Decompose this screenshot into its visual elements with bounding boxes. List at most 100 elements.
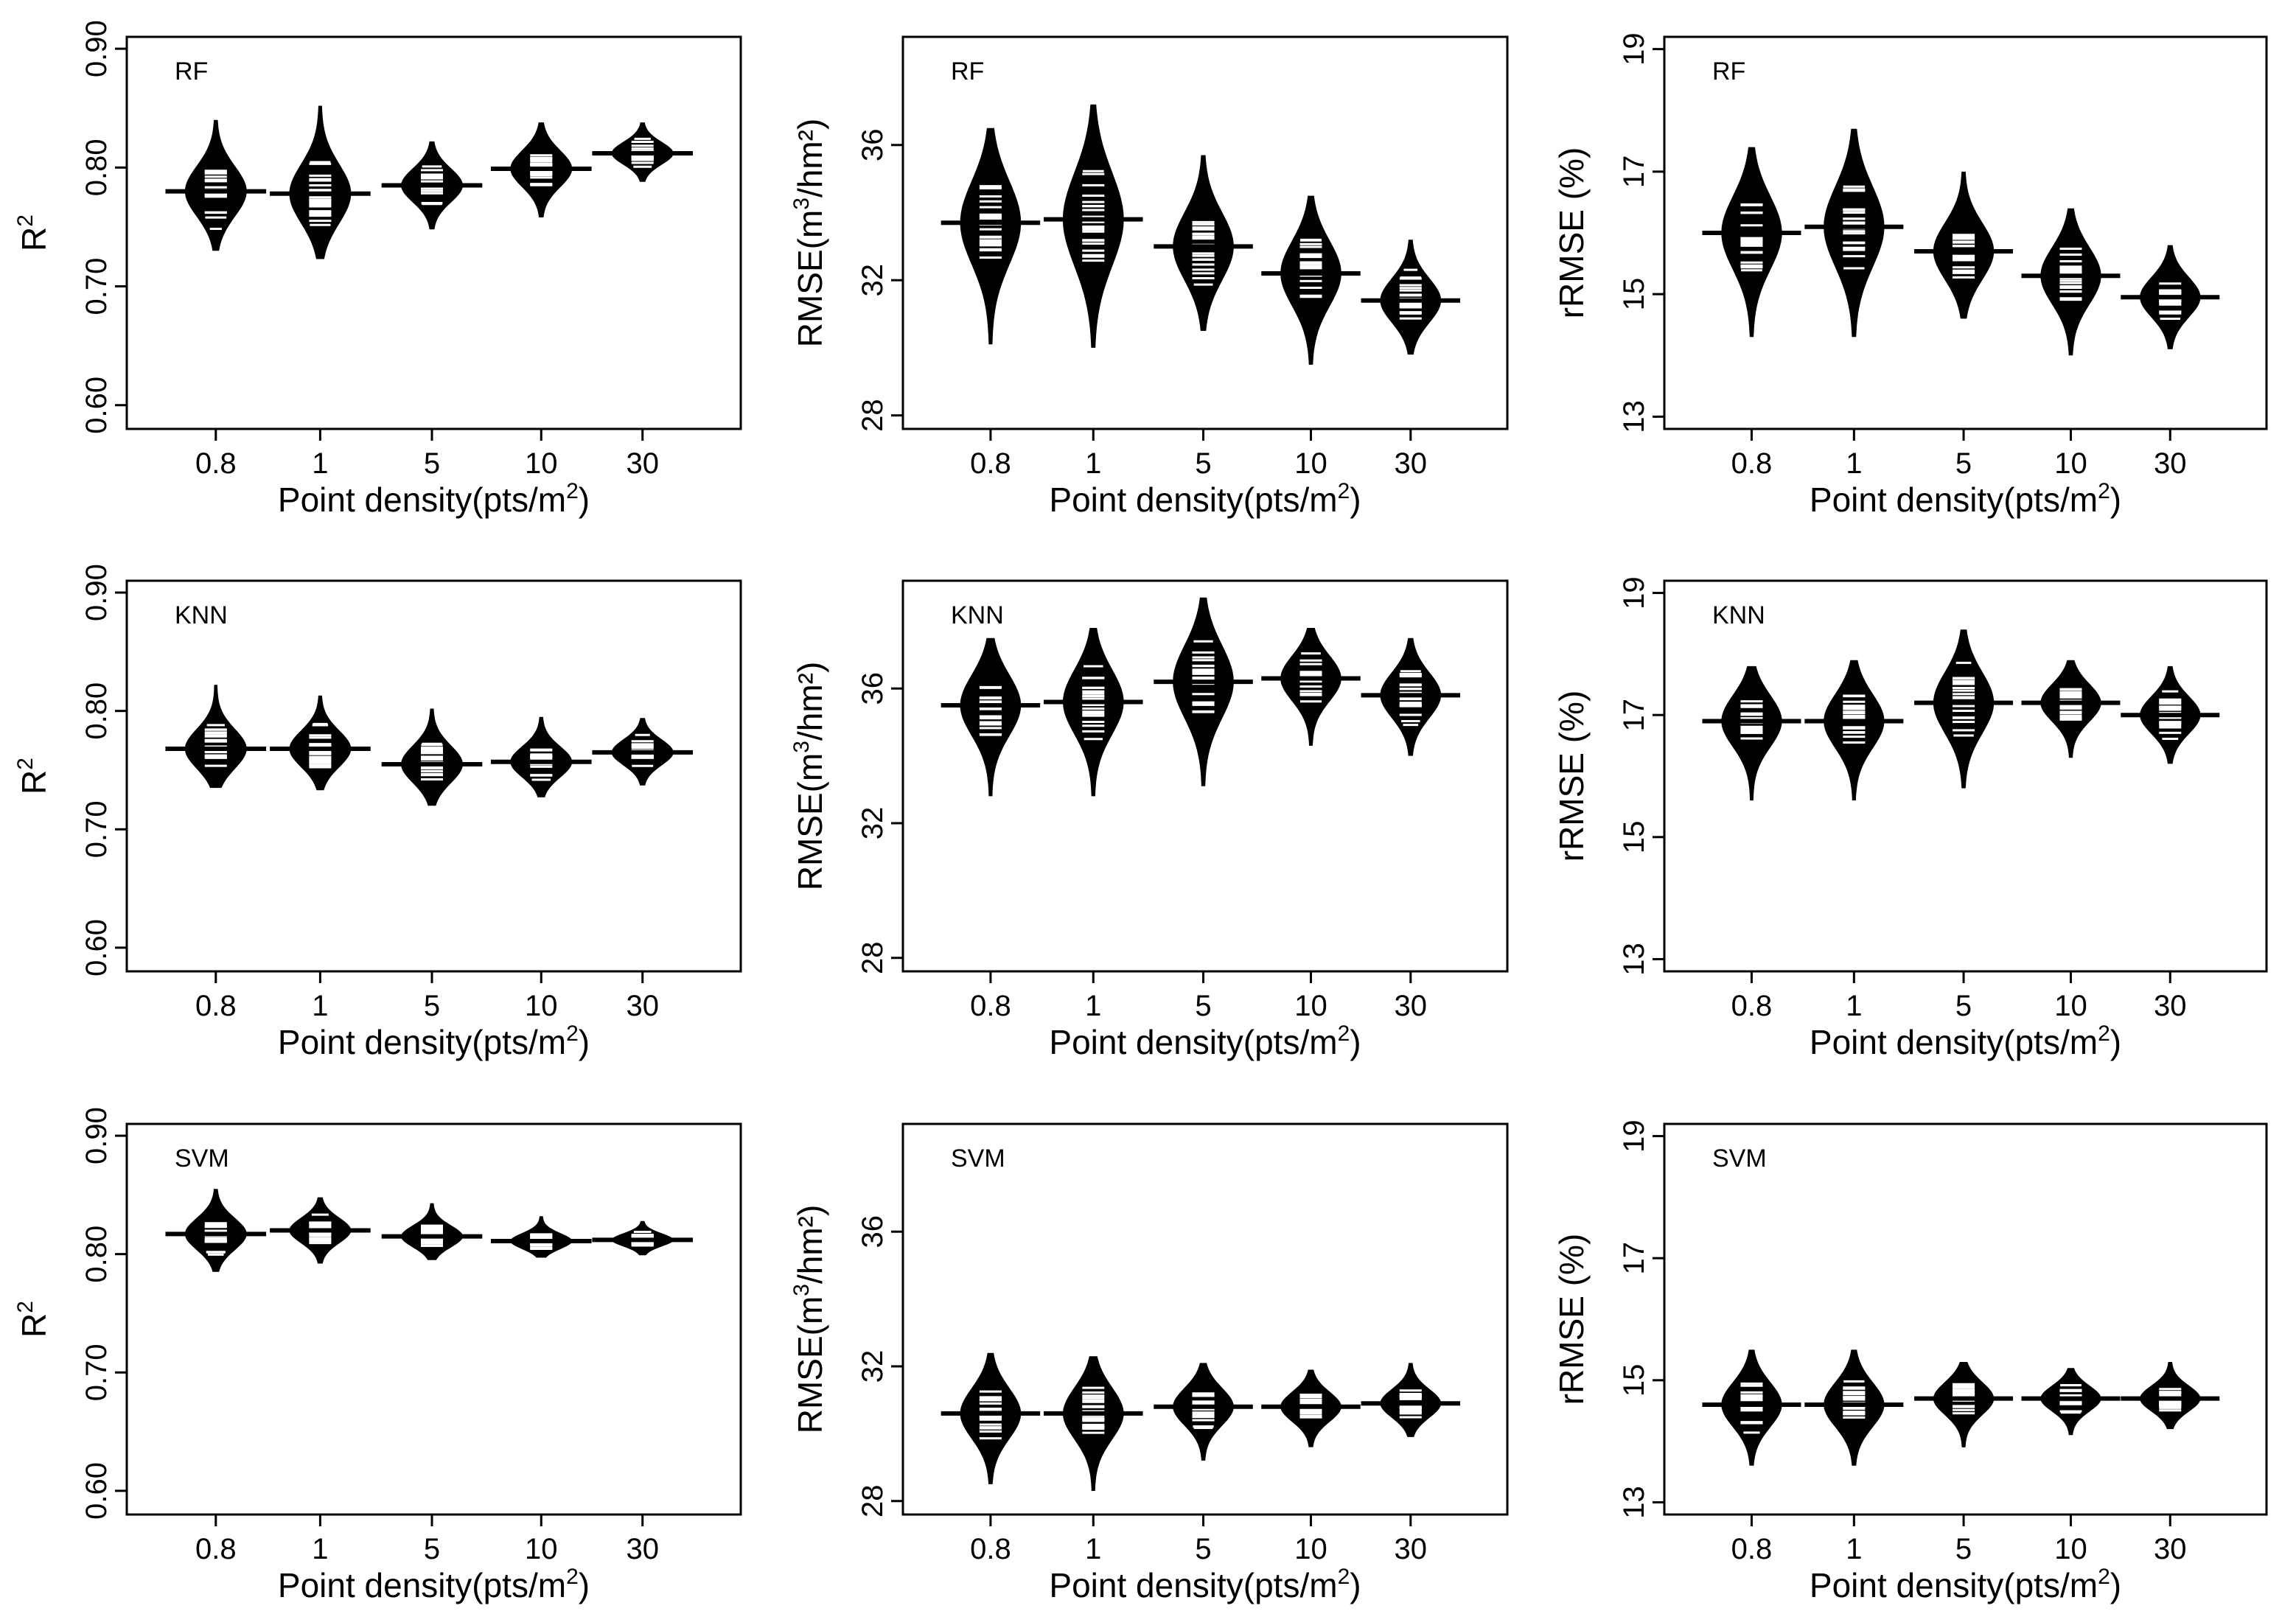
model-label: KNN [175,601,228,629]
x-axis-label: Point density(pts/m2) [1049,479,1361,519]
y-tick-label: 32 [856,1350,889,1383]
panel-svm-r2: SVM 0.60 0.70 0.80 0.90 0.8 1 5 10 30 Point densit… [13,1107,742,1604]
bean-5 [1933,1362,1995,1447]
y-axis-label: rRMSE (%) [1552,691,1591,862]
model-label: SVM [951,1145,1005,1173]
x-tick-label: 10 [2054,447,2087,480]
x-tick-label: 10 [1294,1533,1327,1565]
x-axis-label: Point density(pts/m2) [278,1021,590,1061]
x-tick-label: 0.8 [195,447,237,480]
x-tick-label: 5 [1955,990,1972,1022]
model-label: SVM [175,1145,229,1173]
y-tick-label: 36 [856,1215,889,1248]
x-tick-label: 1 [1846,1533,1862,1565]
y-tick-label: 0.70 [80,258,113,315]
x-axis-label: Point density(pts/m2) [278,1565,590,1604]
y-tick-label: 32 [856,807,889,840]
y-tick-label: 19 [1618,1119,1650,1153]
plot-frame [1663,579,2268,973]
y-tick-label: 0.60 [80,377,113,434]
x-tick-label: 10 [525,1533,558,1565]
y-tick-label: 17 [1618,1242,1650,1275]
x-tick-label: 30 [1395,447,1428,480]
x-axis-label: Point density(pts/m2) [1049,1565,1361,1604]
bean-1 [1824,660,1885,801]
y-tick-label: 0.80 [80,139,113,196]
x-tick-label: 1 [312,1533,328,1565]
x-tick-label: 10 [2054,1533,2087,1565]
x-tick-label: 0.8 [970,990,1011,1022]
x-tick-label: 5 [424,990,440,1022]
plot-frame [901,1122,1509,1516]
model-label: RF [175,57,208,85]
bean-0.8 [184,119,247,251]
panel-rf-rmse: RF 28 32 36 0.8 1 5 10 30 Point density(pts/m2) RM… [789,35,1509,519]
y-axis-label: RMSE(m3/hm²) [789,662,829,891]
y-tick-label: 0.80 [80,682,113,740]
x-tick-label: 10 [2054,990,2087,1022]
model-label: KNN [1712,601,1765,629]
x-tick-label: 0.8 [1731,990,1773,1022]
y-tick-label: 0.70 [80,1344,113,1401]
panel-rf-r2: RF 0.60 0.70 0.80 0.90 0.8 1 5 10 30 Point density… [13,20,742,519]
x-tick-label: 1 [1846,447,1862,480]
x-tick-label: 5 [1195,990,1211,1022]
y-tick-label: 17 [1618,156,1650,189]
plot-frame [125,1122,742,1516]
panel-knn-rmse: KNN 28 32 36 0.8 1 5 10 30 Point density(pts/m2) R… [789,579,1509,1061]
bean-10 [2040,208,2101,356]
model-label: KNN [951,601,1004,629]
model-label: RF [951,57,984,85]
bean-1 [289,695,352,791]
x-tick-label: 5 [1955,1533,1972,1565]
panel-svm-rmse: SVM 28 32 36 0.8 1 5 10 30 Point density(pts/m2) R… [789,1122,1509,1604]
x-axis-label: Point density(pts/m2) [1049,1021,1361,1061]
x-tick-label: 10 [525,990,558,1022]
x-tick-label: 1 [312,990,328,1022]
y-axis-label: RMSE(m3/hm²) [789,119,829,348]
y-tick-label: 0.90 [80,564,113,621]
y-tick-label: 0.90 [80,20,113,77]
x-tick-label: 10 [1294,447,1327,480]
x-tick-label: 0.8 [970,1533,1011,1565]
x-tick-label: 30 [626,1533,659,1565]
x-axis-label: Point density(pts/m2) [1810,1021,2121,1061]
y-tick-label: 28 [856,941,889,974]
y-tick-label: 36 [856,672,889,705]
x-axis-label: Point density(pts/m2) [1810,1565,2121,1604]
y-tick-label: 19 [1618,32,1650,66]
y-axis-label: rRMSE (%) [1552,1234,1591,1405]
y-tick-label: 19 [1618,576,1650,609]
plot-frame [901,35,1509,430]
x-tick-label: 30 [1395,990,1428,1022]
x-tick-label: 0.8 [195,1533,237,1565]
bean-5 [1173,155,1234,331]
plot-frame [1663,35,2268,430]
x-tick-label: 30 [2154,1533,2187,1565]
y-tick-label: 13 [1618,400,1650,433]
y-tick-label: 13 [1618,1486,1650,1519]
y-tick-label: 17 [1618,699,1650,732]
y-tick-label: 0.60 [80,919,113,977]
y-tick-label: 36 [856,129,889,162]
x-tick-label: 0.8 [195,990,237,1022]
model-label: RF [1712,57,1745,85]
y-tick-label: 0.90 [80,1107,113,1164]
x-tick-label: 0.8 [970,447,1011,480]
y-tick-label: 0.80 [80,1226,113,1283]
y-tick-label: 32 [856,264,889,297]
x-tick-label: 5 [424,447,440,480]
x-axis-label: Point density(pts/m2) [1810,479,2121,519]
plot-frame [125,579,742,973]
x-tick-label: 30 [2154,447,2187,480]
plot-frame [125,35,742,430]
y-tick-label: 15 [1618,1364,1650,1397]
x-tick-label: 30 [626,990,659,1022]
x-tick-label: 1 [1085,447,1101,480]
model-label: SVM [1712,1145,1767,1173]
x-tick-label: 0.8 [1731,1533,1773,1565]
